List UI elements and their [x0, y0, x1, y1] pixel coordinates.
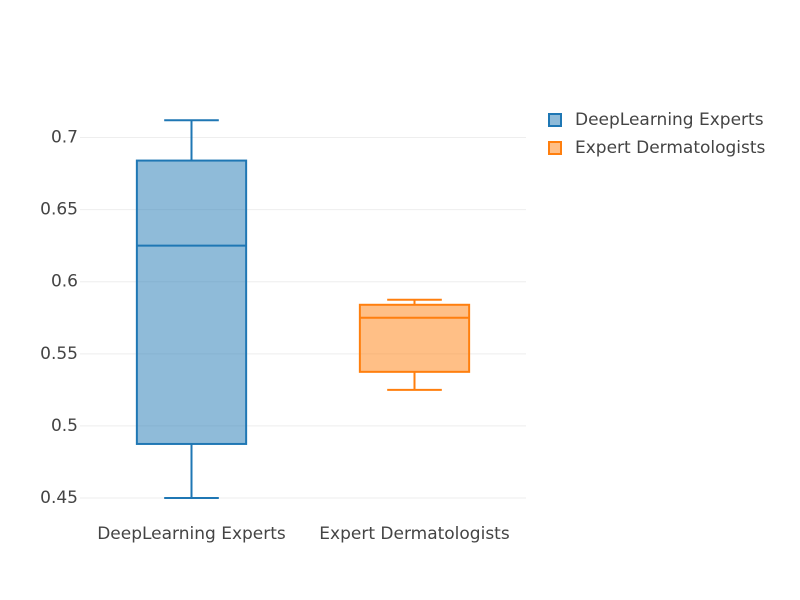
- x-tick-label: DeepLearning Experts: [97, 524, 286, 544]
- legend-label: Expert Dermatologists: [575, 138, 766, 158]
- y-tick-label: 0.45: [40, 488, 78, 508]
- legend-label: DeepLearning Experts: [575, 110, 764, 130]
- y-tick-label: 0.5: [51, 416, 78, 436]
- y-tick-label: 0.55: [40, 344, 78, 364]
- y-tick-label: 0.6: [51, 272, 78, 292]
- box: [358, 303, 471, 373]
- box: [135, 159, 248, 445]
- legend-swatch: [548, 141, 562, 155]
- y-tick-label: 0.7: [51, 127, 78, 147]
- legend-swatch: [548, 113, 562, 127]
- y-tick-label: 0.65: [40, 200, 78, 220]
- x-tick-label: Expert Dermatologists: [319, 524, 510, 544]
